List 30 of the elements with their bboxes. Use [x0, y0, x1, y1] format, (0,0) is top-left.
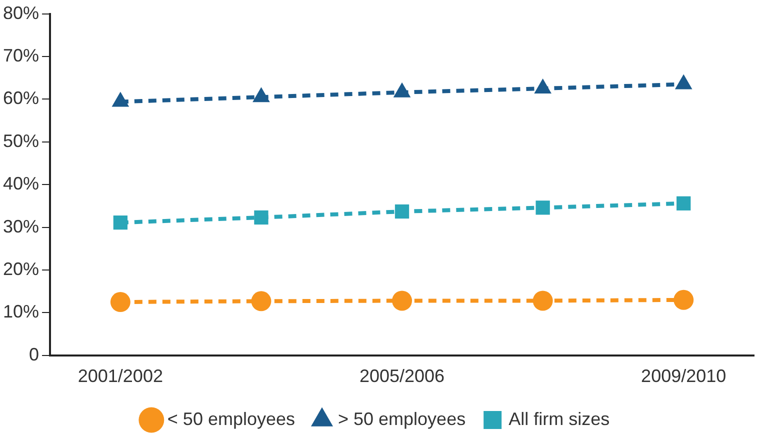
y-tick-label: 0	[29, 344, 40, 364]
point	[532, 290, 553, 311]
y-tick-label: 30%	[2, 216, 40, 236]
legend-label: > 50 employees	[338, 408, 466, 429]
point	[534, 78, 552, 94]
point	[674, 290, 694, 310]
x-tick-label: 2001/2002	[78, 366, 163, 386]
legend-label: All firm sizes	[508, 408, 610, 429]
point	[110, 292, 130, 312]
point	[113, 216, 128, 230]
y-tick-label: 20%	[2, 258, 40, 279]
y-tick-label: 10%	[2, 302, 40, 322]
x-tick-label: 2009/2010	[641, 366, 726, 386]
point	[676, 196, 691, 210]
y-tick-label: 60%	[2, 88, 40, 108]
point	[252, 87, 270, 102]
point	[254, 210, 268, 225]
point	[394, 204, 410, 219]
y-tick-label: 50%	[2, 130, 40, 151]
y-tick-label: 40%	[2, 174, 40, 194]
y-tick-label: 80%	[2, 2, 40, 23]
point	[393, 82, 411, 98]
point	[112, 92, 130, 107]
point	[536, 200, 550, 215]
point	[674, 74, 692, 90]
x-tick-label: 2005/2006	[359, 366, 445, 386]
point	[251, 291, 272, 312]
legend-label: < 50 employees	[167, 408, 296, 429]
point	[392, 290, 412, 311]
y-tick-label: 70%	[2, 45, 40, 66]
